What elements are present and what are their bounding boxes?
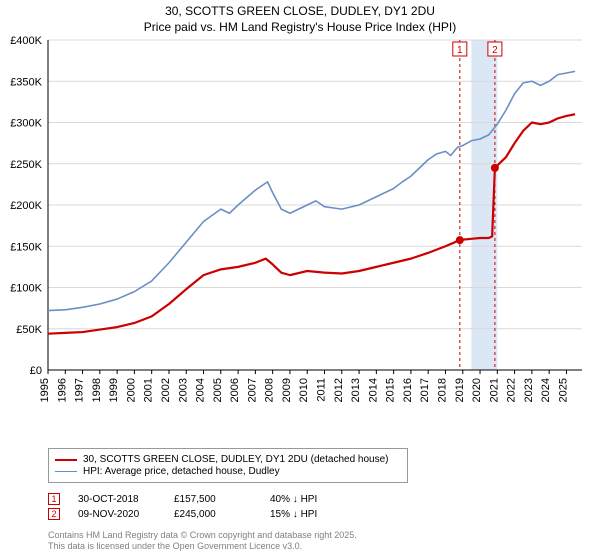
svg-text:2007: 2007: [246, 378, 258, 402]
annot-date-2: 09-NOV-2020: [78, 509, 156, 520]
marker-square-2: 2: [48, 508, 60, 520]
svg-text:2024: 2024: [540, 378, 552, 402]
legend-swatch-price-paid: [55, 459, 77, 461]
svg-text:2025: 2025: [557, 378, 569, 402]
svg-text:2012: 2012: [333, 378, 345, 402]
svg-text:2006: 2006: [229, 378, 241, 402]
annot-delta-2: 15% ↓ HPI: [270, 509, 348, 520]
svg-text:£350K: £350K: [10, 76, 42, 88]
line-chart-svg: £0£50K£100K£150K£200K£250K£300K£350K£400…: [48, 40, 582, 410]
legend: 30, SCOTTS GREEN CLOSE, DUDLEY, DY1 2DU …: [48, 448, 408, 483]
svg-text:1995: 1995: [39, 378, 51, 402]
svg-text:1: 1: [457, 45, 463, 56]
svg-text:£100K: £100K: [10, 283, 42, 295]
svg-text:£150K: £150K: [10, 241, 42, 253]
svg-text:2017: 2017: [419, 378, 431, 402]
svg-text:2: 2: [492, 45, 498, 56]
svg-text:£400K: £400K: [10, 35, 42, 47]
annotation-row-1: 1 30-OCT-2018 £157,500 40% ↓ HPI: [48, 493, 348, 505]
svg-text:2014: 2014: [367, 378, 379, 402]
legend-row-price-paid: 30, SCOTTS GREEN CLOSE, DUDLEY, DY1 2DU …: [55, 454, 401, 465]
svg-text:1998: 1998: [91, 378, 103, 402]
legend-row-hpi: HPI: Average price, detached house, Dudl…: [55, 466, 401, 477]
svg-text:£50K: £50K: [16, 324, 42, 336]
annot-price-2: £245,000: [174, 509, 252, 520]
svg-text:2023: 2023: [523, 378, 535, 402]
footer-line-2: This data is licensed under the Open Gov…: [48, 541, 357, 552]
annot-delta-1: 40% ↓ HPI: [270, 494, 348, 505]
svg-text:2005: 2005: [212, 378, 224, 402]
annotation-row-2: 2 09-NOV-2020 £245,000 15% ↓ HPI: [48, 508, 348, 520]
annotation-table: 1 30-OCT-2018 £157,500 40% ↓ HPI 2 09-NO…: [48, 490, 348, 523]
svg-text:1999: 1999: [108, 378, 120, 402]
svg-text:£0: £0: [30, 365, 42, 377]
svg-text:2021: 2021: [488, 378, 500, 402]
svg-text:2020: 2020: [471, 378, 483, 402]
legend-label-hpi: HPI: Average price, detached house, Dudl…: [83, 466, 280, 477]
annot-date-1: 30-OCT-2018: [78, 494, 156, 505]
svg-text:£300K: £300K: [10, 118, 42, 130]
svg-text:2004: 2004: [195, 378, 207, 402]
footer-attribution: Contains HM Land Registry data © Crown c…: [48, 530, 357, 552]
svg-text:2003: 2003: [177, 378, 189, 402]
svg-text:2015: 2015: [385, 378, 397, 402]
plot-area: £0£50K£100K£150K£200K£250K£300K£350K£400…: [48, 40, 582, 410]
svg-text:£250K: £250K: [10, 159, 42, 171]
svg-text:1997: 1997: [74, 378, 86, 402]
footer-line-1: Contains HM Land Registry data © Crown c…: [48, 530, 357, 541]
chart-page: 30, SCOTTS GREEN CLOSE, DUDLEY, DY1 2DU …: [0, 0, 600, 560]
svg-text:1996: 1996: [56, 378, 68, 402]
svg-text:2008: 2008: [264, 378, 276, 402]
legend-swatch-hpi: [55, 471, 77, 472]
marker-square-1: 1: [48, 493, 60, 505]
svg-text:2013: 2013: [350, 378, 362, 402]
legend-label-price-paid: 30, SCOTTS GREEN CLOSE, DUDLEY, DY1 2DU …: [83, 454, 389, 465]
svg-text:2019: 2019: [454, 378, 466, 402]
svg-text:2016: 2016: [402, 378, 414, 402]
svg-text:2022: 2022: [506, 378, 518, 402]
svg-text:2018: 2018: [436, 378, 448, 402]
svg-text:2011: 2011: [316, 378, 328, 402]
title-line-2: Price paid vs. HM Land Registry's House …: [0, 20, 600, 36]
svg-text:2002: 2002: [160, 378, 172, 402]
svg-text:2009: 2009: [281, 378, 293, 402]
title-line-1: 30, SCOTTS GREEN CLOSE, DUDLEY, DY1 2DU: [0, 4, 600, 20]
chart-title: 30, SCOTTS GREEN CLOSE, DUDLEY, DY1 2DU …: [0, 0, 600, 35]
svg-text:£200K: £200K: [10, 200, 42, 212]
svg-text:2010: 2010: [298, 378, 310, 402]
svg-text:2000: 2000: [125, 378, 137, 402]
svg-text:2001: 2001: [143, 378, 155, 402]
annot-price-1: £157,500: [174, 494, 252, 505]
